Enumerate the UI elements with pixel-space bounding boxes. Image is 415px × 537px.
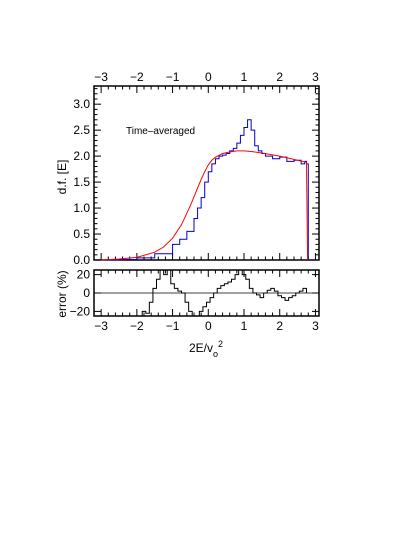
main-panel: −3 −2 −1 0 1 2 3 0.0 0.5 1.0 1.5 2.0 2.5 3.0 (73, 70, 320, 267)
main-x-tick-label: −2 (130, 70, 144, 84)
residual-x-tick-label: 0 (205, 319, 212, 333)
residual-x-tick-label: 2 (276, 319, 283, 333)
main-x-tick-label: 0 (205, 70, 212, 84)
main-x-tick-label: −1 (166, 70, 180, 84)
residual-y-tick-label: 20 (77, 268, 91, 282)
y-axis-title-residual: error (%) (55, 270, 69, 317)
main-y-tick-label: 1.5 (73, 175, 90, 189)
main-y-tick-label: 0.0 (73, 253, 90, 267)
main-y-tick-label: 0.5 (73, 227, 90, 241)
main-frame (93, 85, 320, 261)
residual-y-tick-label: 0 (83, 286, 90, 300)
annotation-time-averaged: Time–averaged (126, 126, 195, 137)
residual-x-tick-label: 3 (312, 319, 319, 333)
x-axis-title-sub: o (213, 349, 218, 359)
main-x-tick-label: 3 (312, 70, 319, 84)
main-x-tick-label: −3 (94, 70, 108, 84)
residual-x-tick-label: −1 (166, 319, 180, 333)
main-y-tick-label: 2.5 (73, 123, 90, 137)
residual-panel: −3 −2 −1 0 1 2 3 20 0 −20 (70, 268, 320, 333)
main-x-tick-label: 2 (276, 70, 283, 84)
main-series-line-1 (101, 150, 309, 261)
main-y-tick-label: 3.0 (73, 97, 90, 111)
main-series-line-0 (101, 119, 309, 261)
x-axis-title-main: 2E/v (189, 341, 213, 355)
residual-x-tick-label: 1 (241, 319, 248, 333)
residual-x-tick-label: −2 (130, 319, 144, 333)
x-axis-title: 2E/vo2 (189, 339, 223, 359)
x-axis-title-sup: 2 (218, 339, 223, 349)
main-y-tick-label: 1.0 (73, 201, 90, 215)
residual-x-tick-label: −3 (94, 319, 108, 333)
residual-series-line-0 (138, 269, 307, 317)
residual-y-tick-label: −20 (70, 304, 91, 318)
main-y-tick-label: 2.0 (73, 149, 90, 163)
y-axis-title-main: d.f. [E] (55, 160, 69, 195)
main-x-tick-label: 1 (241, 70, 248, 84)
